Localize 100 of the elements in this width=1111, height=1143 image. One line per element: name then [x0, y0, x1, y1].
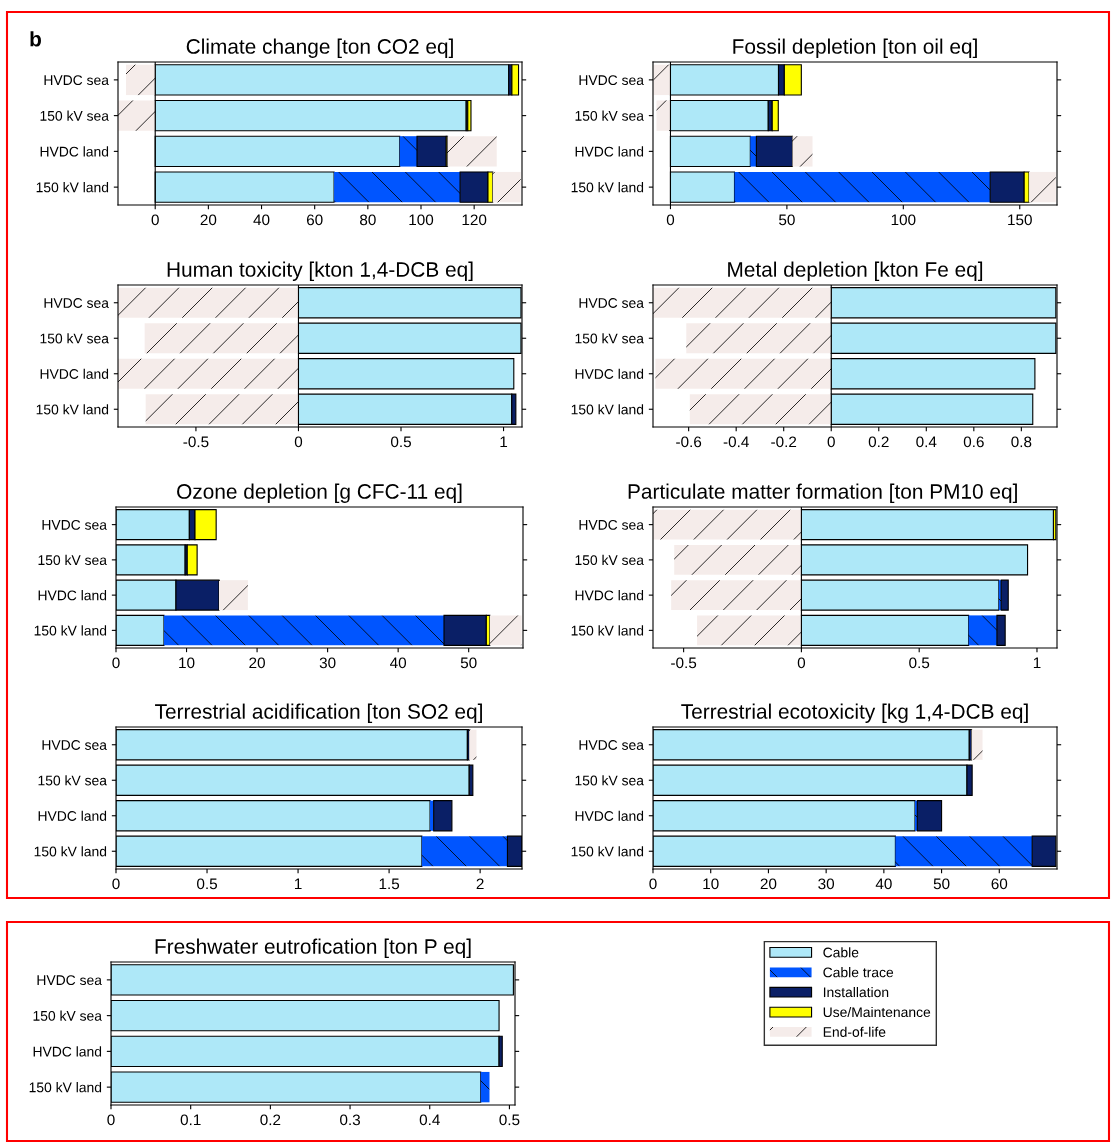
x-tick-label: 60: [991, 878, 1008, 890]
y-tick-label: HVDC land: [575, 810, 644, 821]
x-tick-label: 0.4: [916, 436, 937, 448]
x-tick-label: 0.5: [390, 436, 411, 448]
y-tick-label: 150 kV land: [571, 625, 644, 636]
x-tick-label: 1: [500, 436, 508, 448]
legend-label: Cable trace: [823, 967, 894, 978]
y-tick-label: 150 kV sea: [575, 554, 644, 566]
x-tick-label: 0.1: [180, 1114, 201, 1126]
chart-title: Particulate matter formation [ton PM10 eq]: [628, 483, 1017, 503]
x-tick-label: 100: [409, 214, 434, 226]
x-tick-label: 1: [294, 878, 302, 890]
y-tick-label: HVDC sea: [42, 519, 107, 530]
y-tick-label: HVDC sea: [579, 519, 644, 530]
y-tick-label: HVDC land: [575, 368, 644, 379]
x-tick-label: 40: [875, 878, 892, 890]
x-tick-label: 0: [151, 214, 159, 226]
x-tick-label: 0: [107, 1114, 115, 1126]
x-tick-label: 0.5: [499, 1114, 520, 1126]
y-tick-label: 150 kV land: [571, 404, 644, 415]
legend-label: Cable: [823, 947, 859, 958]
x-tick-label: 50: [460, 657, 477, 669]
legend-label: End-of-life: [823, 1026, 886, 1037]
x-tick-label: 0.3: [340, 1114, 360, 1126]
y-tick-label: HVDC land: [33, 1046, 102, 1057]
y-tick-label: 150 kV sea: [575, 110, 644, 121]
x-tick-label: 40: [253, 214, 270, 226]
x-tick-label: 0: [112, 657, 120, 669]
x-tick-label: 0.5: [197, 878, 218, 890]
y-tick-label: 150 kV land: [34, 846, 107, 857]
chart-title: Terrestrial acidification [ton SO2 eq]: [155, 703, 482, 723]
chart-title: Terrestrial ecotoxicity [kg 1,4-DCB eq]: [681, 703, 1028, 723]
x-tick-label: 10: [179, 657, 195, 669]
y-tick-label: 150 kV land: [34, 625, 107, 636]
chart-title: Fossil depletion [ton oil eq]: [733, 38, 977, 58]
legend-label: Use/Maintenance: [823, 1006, 931, 1018]
y-tick-label: HVDC sea: [42, 740, 107, 750]
x-tick-label: 0: [649, 878, 657, 890]
x-tick-label: -0.6: [676, 436, 702, 448]
x-tick-label: 20: [200, 214, 217, 226]
text: b: [30, 31, 41, 47]
x-tick-label: -0.5: [183, 436, 209, 448]
x-tick-label: 0: [112, 878, 120, 890]
y-tick-label: HVDC land: [38, 810, 107, 821]
x-tick-label: 80: [360, 214, 376, 226]
y-tick-label: 150 kV sea: [33, 1010, 102, 1021]
x-tick-label: 10: [703, 878, 719, 890]
x-tick-label: 50: [779, 214, 795, 226]
x-tick-label: 30: [319, 657, 336, 669]
x-tick-label: 1: [1033, 657, 1041, 669]
x-tick-label: -0.2: [771, 436, 797, 448]
x-tick-label: 30: [818, 878, 835, 890]
chart-title: Freshwater eutrofication [ton P eq]: [155, 938, 471, 958]
y-tick-label: 150 kV sea: [575, 333, 644, 344]
y-tick-label: HVDC sea: [44, 298, 109, 308]
x-tick-label: 2: [476, 878, 484, 890]
y-tick-label: 150 kV sea: [575, 775, 644, 786]
chart-title: Metal depletion [kton Fe eq]: [728, 261, 983, 281]
chart-title: Human toxicity [kton 1,4-DCB eq]: [167, 261, 473, 281]
x-tick-label: 150: [1008, 214, 1032, 226]
y-tick-label: HVDC land: [38, 590, 107, 601]
y-tick-label: 150 kV land: [571, 846, 644, 857]
x-tick-label: 0: [827, 436, 835, 448]
legend-label: Installation: [823, 986, 889, 998]
x-tick-label: -0.5: [671, 657, 697, 669]
chart-title: Climate change [ton CO2 eq]: [186, 38, 453, 58]
x-tick-label: 0.8: [1011, 436, 1032, 448]
y-tick-label: 150 kV sea: [38, 554, 107, 566]
x-tick-label: 50: [933, 878, 950, 890]
x-tick-label: 0.2: [868, 436, 889, 448]
x-tick-label: 60: [306, 214, 323, 226]
chart-title: Ozone depletion [g CFC-11 eq]: [177, 483, 462, 503]
x-tick-label: 1.5: [379, 878, 400, 890]
x-tick-label: 0: [797, 657, 806, 669]
y-tick-label: 150 kV sea: [38, 775, 107, 786]
y-tick-label: HVDC land: [40, 368, 109, 379]
x-tick-label: 0.5: [909, 657, 930, 669]
y-tick-label: 150 kV land: [29, 1082, 102, 1093]
x-tick-label: 0: [294, 436, 303, 448]
x-tick-label: 20: [249, 657, 265, 669]
y-tick-label: 150 kV sea: [40, 333, 109, 344]
x-tick-label: -0.4: [723, 436, 749, 448]
x-tick-label: 120: [462, 214, 487, 226]
y-tick-label: 150 kV land: [36, 182, 109, 193]
x-tick-label: 20: [760, 878, 777, 890]
y-tick-label: HVDC sea: [37, 975, 102, 986]
y-tick-label: HVDC sea: [579, 740, 644, 750]
y-tick-label: HVDC sea: [579, 298, 644, 308]
y-tick-label: 150 kV sea: [40, 110, 109, 121]
y-tick-label: HVDC sea: [579, 75, 644, 86]
y-tick-label: 150 kV land: [36, 404, 109, 415]
x-tick-label: 0: [666, 214, 675, 226]
y-tick-label: HVDC sea: [44, 75, 109, 86]
y-tick-label: HVDC land: [575, 146, 644, 157]
x-tick-label: 40: [390, 657, 407, 669]
x-tick-label: 0.4: [419, 1114, 440, 1126]
x-tick-label: 0.6: [963, 436, 984, 448]
y-tick-label: HVDC land: [40, 146, 109, 157]
x-tick-label: 100: [891, 214, 916, 226]
y-tick-label: 150 kV land: [571, 182, 644, 193]
